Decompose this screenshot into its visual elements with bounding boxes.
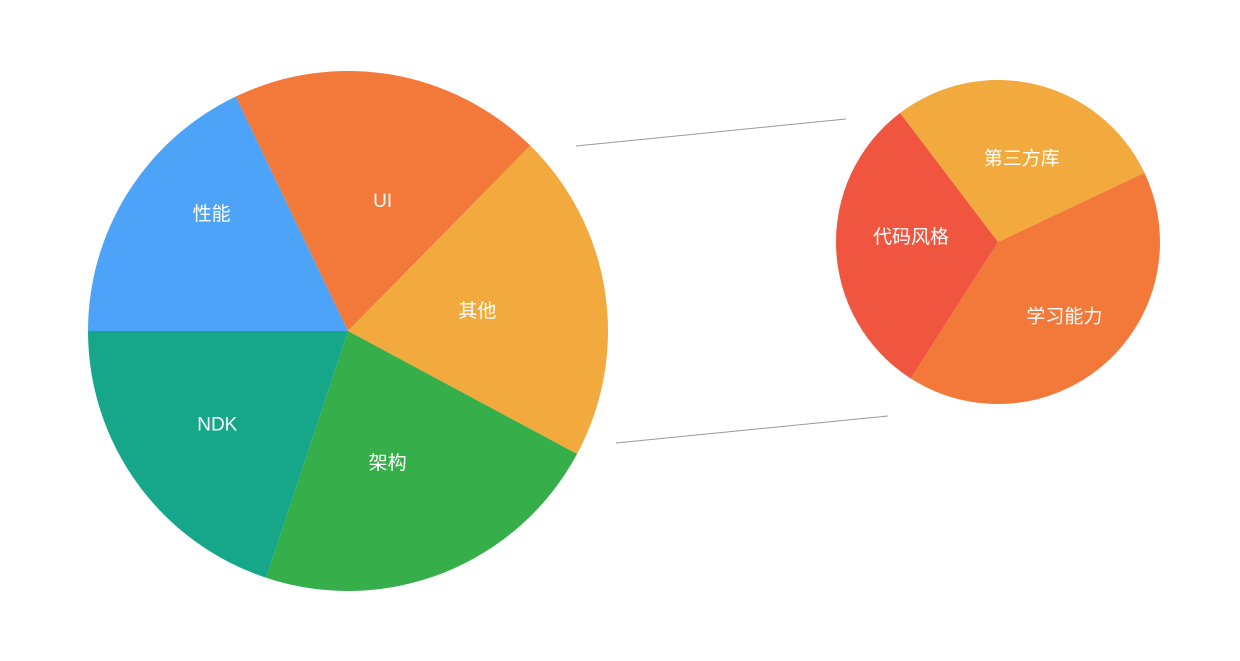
svg-text:第三方库: 第三方库	[984, 147, 1060, 169]
svg-text:其他: 其他	[458, 300, 496, 322]
svg-text:学习能力: 学习能力	[1026, 305, 1102, 327]
svg-text:NDK: NDK	[197, 414, 237, 435]
svg-text:架构: 架构	[369, 452, 407, 474]
svg-text:性能: 性能	[193, 203, 231, 225]
svg-text:UI: UI	[373, 191, 392, 212]
svg-text:代码风格: 代码风格	[873, 226, 949, 248]
